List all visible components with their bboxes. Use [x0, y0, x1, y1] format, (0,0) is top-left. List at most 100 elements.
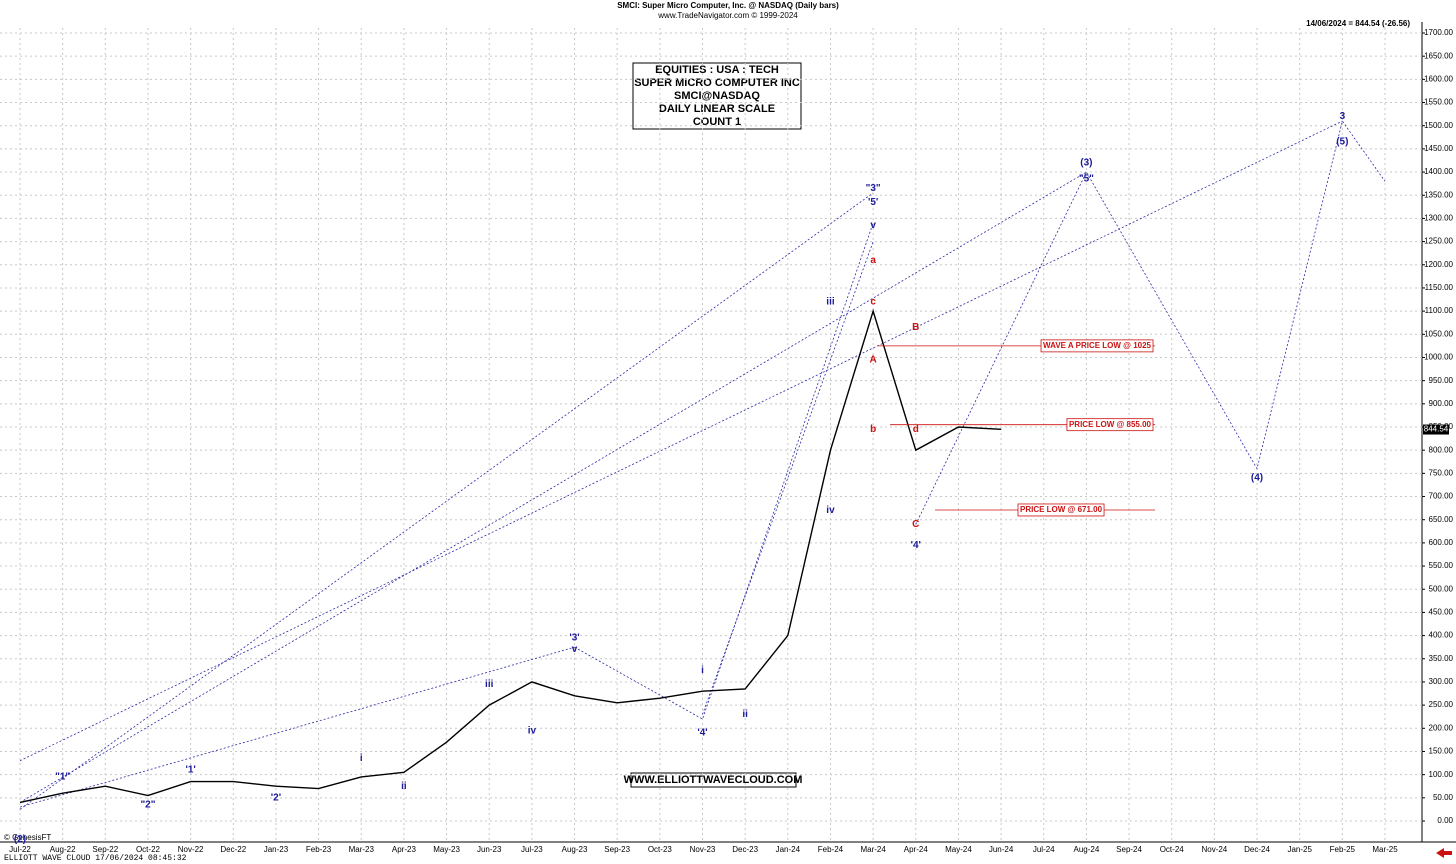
callout-label: PRICE LOW @ 855.00	[1069, 420, 1152, 429]
x-tick-label: Aug-24	[1074, 845, 1100, 854]
wave-label: b	[870, 424, 876, 435]
y-tick-label: 1450.00	[1424, 144, 1453, 153]
x-tick-label: May-23	[433, 845, 460, 854]
x-tick-label: Jan-25	[1287, 845, 1312, 854]
x-tick-label: Jan-24	[776, 845, 801, 854]
x-tick-label: Sep-23	[604, 845, 630, 854]
wave-path	[915, 120, 1386, 525]
copyright: © GenesisFT	[4, 833, 51, 842]
y-tick-label: 1500.00	[1424, 121, 1453, 130]
y-tick-label: 600.00	[1429, 538, 1454, 547]
x-tick-label: Aug-22	[50, 845, 76, 854]
x-tick-label: Dec-22	[220, 845, 246, 854]
y-tick-label: 950.00	[1429, 376, 1454, 385]
wave-label: '4'	[911, 540, 921, 551]
wave-label: c	[870, 296, 876, 307]
y-tick-label: 1600.00	[1424, 74, 1453, 83]
x-tick-label: Jul-22	[9, 845, 31, 854]
y-tick-label: 900.00	[1429, 399, 1454, 408]
wave-label: iv	[826, 505, 835, 516]
wave-label: ii	[742, 709, 748, 720]
wave-label: iii	[485, 679, 494, 690]
watermark-box	[630, 772, 797, 788]
y-tick-label: 450.00	[1429, 608, 1454, 617]
wave-label: iii	[826, 296, 835, 307]
x-tick-label: Apr-24	[904, 845, 929, 854]
wave-label: "1"	[55, 772, 70, 783]
wave-label: a	[870, 255, 876, 266]
info-line: DAILY LINEAR SCALE	[659, 103, 775, 115]
y-tick-label: 1000.00	[1424, 353, 1453, 362]
chart-title: SMCI: Super Micro Computer, Inc. @ NASDA…	[617, 1, 839, 10]
y-tick-label: 150.00	[1429, 747, 1454, 756]
x-tick-label: Jun-24	[989, 845, 1014, 854]
footer: ELLIOTT WAVE CLOUD 17/06/2024 08:45:32	[4, 854, 187, 863]
wave-label: '5'	[868, 197, 878, 208]
x-tick-label: Jul-23	[521, 845, 543, 854]
callout-label: PRICE LOW @ 671.00	[1020, 505, 1103, 514]
wave-label: iv	[528, 725, 537, 736]
y-tick-label: 800.00	[1429, 445, 1454, 454]
callout-label: WAVE A PRICE LOW @ 1025	[1043, 341, 1152, 350]
y-tick-label: 50.00	[1433, 793, 1454, 802]
wave-label: '4'	[697, 728, 707, 739]
x-tick-label: Nov-23	[690, 845, 716, 854]
x-tick-label: Sep-22	[92, 845, 118, 854]
y-tick-label: 1100.00	[1425, 306, 1454, 315]
wave-label: i	[360, 753, 363, 764]
x-tick-label: Mar-23	[349, 845, 375, 854]
info-box	[632, 62, 802, 130]
x-tick-label: Jan-23	[264, 845, 289, 854]
wave-label: '2'	[271, 792, 281, 803]
info-line: SMCI@NASDAQ	[674, 90, 760, 102]
y-tick-label: 300.00	[1429, 677, 1454, 686]
x-tick-label: Nov-24	[1201, 845, 1227, 854]
x-tick-label: Mar-24	[860, 845, 886, 854]
wave-label: ii	[401, 781, 407, 792]
price-line	[19, 308, 1002, 804]
callout-box	[1017, 503, 1105, 517]
wave-label: C	[912, 519, 919, 530]
last-price-box	[1423, 424, 1449, 435]
y-tick-label: 400.00	[1429, 631, 1454, 640]
y-tick-label: 1200.00	[1424, 260, 1453, 269]
wave-label: d	[913, 424, 919, 435]
y-tick-label: 1350.00	[1424, 190, 1453, 199]
wave-label: A	[870, 354, 877, 365]
x-tick-label: Oct-22	[136, 845, 161, 854]
wave-label: '1'	[185, 765, 195, 776]
wave-path	[19, 171, 1087, 803]
y-tick-label: 1700.00	[1424, 28, 1453, 37]
wave-label: v	[870, 220, 876, 231]
y-tick-label: 550.00	[1429, 561, 1454, 570]
wave-label: (2)	[14, 834, 26, 845]
x-tick-label: Feb-23	[306, 845, 332, 854]
wave-label: (3)	[1080, 157, 1092, 168]
wave-label: (5)	[1336, 137, 1348, 148]
last-price-label: 844.54	[1424, 425, 1449, 434]
nav-arrow[interactable]	[1436, 848, 1452, 858]
info-line: SUPER MICRO COMPUTER INC	[634, 77, 800, 89]
y-tick-label: 1550.00	[1424, 98, 1453, 107]
y-tick-label: 1150.00	[1425, 283, 1454, 292]
wave-label: "5"	[1079, 174, 1094, 185]
y-tick-label: 1400.00	[1424, 167, 1453, 176]
y-tick-label: 750.00	[1429, 468, 1454, 477]
chart-subtitle: www.TradeNavigator.com © 1999-2024	[657, 11, 798, 20]
x-tick-label: Dec-23	[732, 845, 758, 854]
x-tick-label: Jul-24	[1033, 845, 1055, 854]
wave-path	[19, 646, 575, 808]
wave-path	[19, 120, 1343, 762]
y-tick-label: 1050.00	[1424, 329, 1453, 338]
watermark: WWW.ELLIOTTWAVECLOUD.COM	[624, 774, 803, 786]
x-tick-label: Feb-25	[1330, 845, 1356, 854]
callout-box	[1066, 418, 1154, 432]
wave-label: "3"	[866, 183, 881, 194]
info-line: COUNT 1	[693, 116, 741, 128]
wave-label: B	[912, 322, 919, 333]
x-tick-label: Oct-23	[648, 845, 673, 854]
y-tick-label: 650.00	[1429, 515, 1454, 524]
x-tick-label: Jun-23	[477, 845, 502, 854]
